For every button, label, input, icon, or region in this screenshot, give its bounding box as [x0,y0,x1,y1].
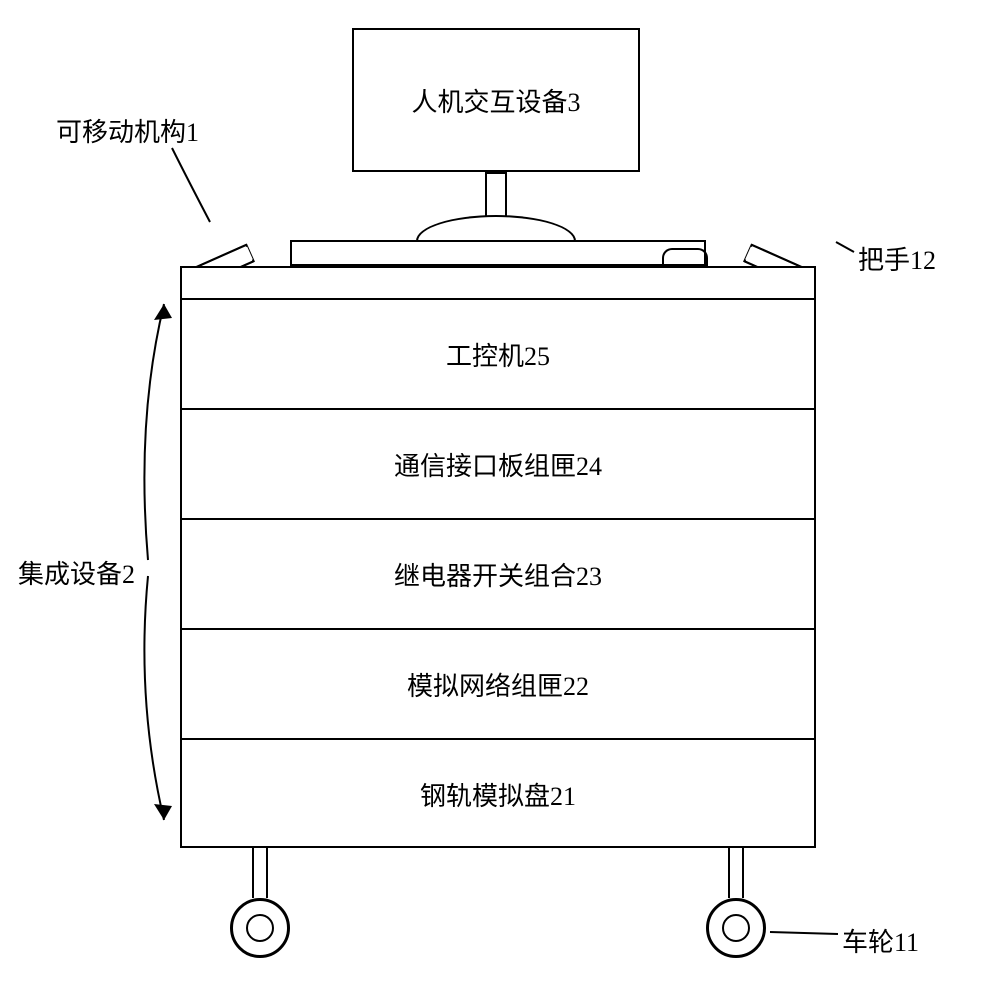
label-wheel: 车轮11 [842,922,919,959]
rack-row-4: 钢轨模拟盘21 [182,738,814,848]
cabinet-lid [290,240,706,266]
monitor-neck [485,172,507,216]
label-integrated-device: 集成设备2 [18,554,135,591]
rack-row-label-3: 模拟网络组匣22 [407,666,589,703]
monitor-screen: 人机交互设备3 [352,28,640,172]
wheel-stem-right [728,848,744,898]
wheel-right-inner [722,914,750,942]
rack-row-3: 模拟网络组匣22 [182,628,814,738]
label-movable-mechanism: 可移动机构1 [56,112,199,149]
rack-row-label-1: 通信接口板组匣24 [394,446,602,483]
rack-row-label-0: 工控机25 [446,336,550,373]
handle-right-icon [728,198,848,268]
rack-body: 工控机25 通信接口板组匣24 继电器开关组合23 模拟网络组匣22 钢轨模拟盘… [180,266,816,848]
rack-top-gap [182,268,814,298]
monitor-base [416,215,576,241]
rack-row-label-2: 继电器开关组合23 [394,556,602,593]
rack-row-0: 工控机25 [182,298,814,408]
rack-row-label-4: 钢轨模拟盘21 [420,776,576,813]
rack-row-2: 继电器开关组合23 [182,518,814,628]
monitor-label: 人机交互设备3 [411,82,580,119]
wheel-stem-left [252,848,268,898]
rack-row-1: 通信接口板组匣24 [182,408,814,518]
wheel-left-inner [246,914,274,942]
lid-bump [662,248,708,266]
diagram-canvas: 人机交互设备3 工控机25 通信接口板组匣24 [0,0,981,1000]
handle-left-icon [150,198,270,268]
label-handle: 把手12 [858,240,936,277]
